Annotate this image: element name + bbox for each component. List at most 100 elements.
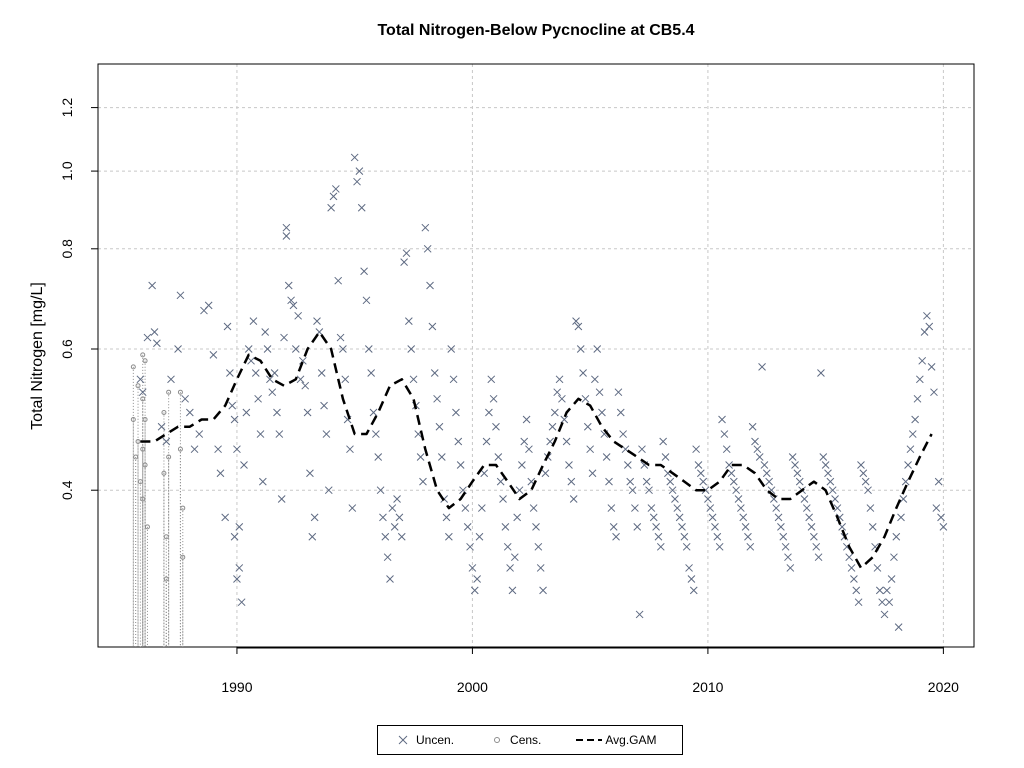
- uncensored-point: [369, 408, 378, 417]
- uncensored-point: [532, 523, 540, 531]
- uncensored-point: [593, 345, 602, 353]
- uncensored-point: [301, 381, 310, 390]
- uncensored-point: [852, 586, 861, 595]
- uncensored-point: [802, 504, 811, 512]
- uncensored-point: [214, 445, 222, 454]
- uncensored-point: [435, 422, 444, 431]
- uncensored-point: [696, 469, 705, 478]
- uncensored-point: [765, 477, 773, 486]
- censored-point: [180, 505, 186, 511]
- uncensored-point: [784, 553, 792, 562]
- uncensored-point: [313, 317, 321, 325]
- uncensored-point: [937, 513, 945, 522]
- censored-point: [177, 446, 183, 452]
- uncensored-point: [374, 453, 383, 461]
- uncensored-point: [805, 513, 814, 522]
- censored-point: [135, 439, 141, 445]
- censored-point: [142, 417, 148, 423]
- x-tick-label: 2010: [692, 679, 723, 695]
- uncensored-point: [616, 408, 625, 417]
- uncensored-point: [588, 469, 597, 478]
- uncensored-point: [426, 281, 434, 290]
- uncensored-point: [741, 523, 750, 531]
- uncensored-point: [901, 477, 910, 486]
- uncensored-point: [774, 513, 783, 522]
- uncensored-point: [718, 415, 726, 424]
- uncensored-point: [324, 486, 333, 495]
- uncensored-point: [287, 296, 295, 305]
- uncensored-point: [223, 322, 232, 331]
- uncensored-point: [711, 523, 719, 531]
- uncensored-point: [729, 477, 738, 486]
- uncensored-point: [275, 430, 284, 438]
- uncensored-point: [934, 477, 943, 486]
- uncensored-point: [466, 542, 474, 551]
- uncensored-point: [475, 532, 484, 541]
- uncensored-point: [689, 586, 698, 595]
- uncensored-point: [859, 469, 868, 478]
- uncensored-point: [233, 575, 241, 583]
- uncensored-point: [598, 408, 606, 417]
- uncensored-point: [732, 486, 741, 495]
- uncensored-point: [772, 504, 781, 512]
- uncensored-point: [456, 461, 465, 469]
- uncensored-point: [150, 328, 159, 336]
- uncensored-point: [364, 345, 373, 353]
- uncensored-point: [350, 153, 359, 162]
- uncensored-point: [708, 513, 717, 522]
- uncensored-point: [814, 553, 823, 562]
- uncensored-point: [153, 339, 161, 348]
- uncensored-point: [520, 437, 529, 446]
- uncensored-point: [847, 564, 856, 572]
- uncensored-point: [623, 461, 632, 469]
- uncensored-point: [833, 504, 842, 512]
- plot-frame: [97, 63, 975, 648]
- uncensored-point: [508, 586, 517, 595]
- uncensored-point: [395, 513, 404, 522]
- uncensored-point: [868, 523, 877, 531]
- uncensored-point: [209, 350, 218, 359]
- uncensored-point: [791, 461, 799, 469]
- uncensored-point: [831, 495, 839, 503]
- uncensored-point: [873, 564, 882, 572]
- uncensored-point: [850, 575, 858, 583]
- uncensored-point: [176, 291, 185, 300]
- uncensored-point: [336, 333, 345, 342]
- uncensored-point: [824, 469, 832, 478]
- uncensored-point: [492, 422, 500, 431]
- uncensored-point: [807, 523, 816, 531]
- uncensored-point: [583, 422, 592, 431]
- uncensored-point: [397, 532, 406, 541]
- uncensored-point: [626, 477, 635, 486]
- uncensored-point: [565, 461, 573, 469]
- uncensored-point: [400, 258, 408, 266]
- uncensored-point: [864, 486, 872, 495]
- uncensored-point: [157, 422, 166, 431]
- legend-label-censored: Cens.: [510, 733, 542, 747]
- uncensored-point: [299, 356, 307, 365]
- uncensored-point: [341, 375, 350, 384]
- censored-point: [140, 352, 146, 358]
- uncensored-point: [673, 504, 682, 512]
- uncensored-point: [558, 394, 566, 403]
- uncensored-point: [513, 513, 522, 522]
- uncensored-point: [744, 532, 752, 541]
- uncensored-point: [376, 486, 385, 495]
- uncensored-point: [819, 453, 828, 461]
- uncensored-point: [748, 422, 757, 431]
- uncensored-point: [237, 598, 246, 607]
- uncensored-point: [854, 598, 863, 607]
- uncensored-point: [880, 610, 889, 619]
- uncensored-point: [715, 542, 724, 551]
- uncensored-point: [793, 469, 802, 478]
- uncensored-point: [550, 408, 559, 417]
- censored-point: [166, 389, 172, 395]
- uncensored-point: [612, 532, 620, 541]
- uncensored-point: [256, 430, 265, 438]
- uncensored-point: [817, 369, 825, 377]
- uncensored-point: [659, 437, 668, 446]
- uncensored-point: [923, 311, 931, 320]
- uncensored-point: [678, 523, 686, 531]
- circle-mark-icon: [494, 737, 501, 743]
